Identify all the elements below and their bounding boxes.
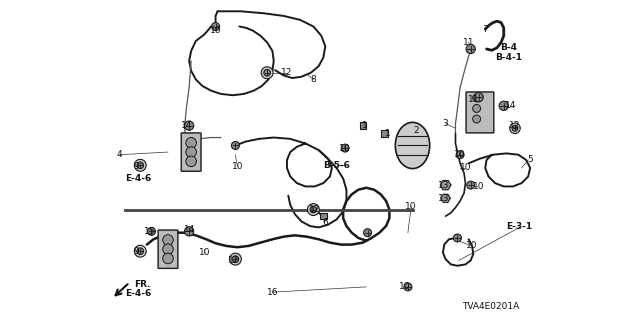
Circle shape (473, 115, 481, 123)
Circle shape (404, 283, 412, 291)
Text: 1: 1 (362, 121, 368, 130)
Text: 7: 7 (483, 25, 488, 34)
Text: 10: 10 (232, 162, 243, 171)
Text: 9: 9 (133, 162, 139, 171)
Circle shape (137, 248, 143, 254)
Text: 1: 1 (385, 129, 391, 138)
Circle shape (310, 206, 317, 213)
Text: 11: 11 (468, 95, 480, 104)
Circle shape (186, 147, 196, 157)
Text: 8: 8 (310, 75, 316, 84)
Circle shape (212, 22, 220, 30)
Text: 10: 10 (473, 182, 484, 191)
Text: 14: 14 (181, 121, 192, 130)
Text: 10: 10 (399, 282, 410, 292)
Text: E-4-6: E-4-6 (125, 289, 152, 298)
Bar (360, 122, 366, 129)
Text: 13: 13 (438, 194, 449, 203)
Text: E-3-1: E-3-1 (506, 221, 532, 231)
Text: 12: 12 (228, 256, 240, 265)
Text: 13: 13 (438, 180, 449, 190)
Text: 14: 14 (505, 101, 516, 110)
Text: B-4-1: B-4-1 (495, 53, 522, 62)
Text: 10: 10 (460, 164, 471, 172)
Text: 11: 11 (463, 38, 474, 47)
Circle shape (232, 256, 239, 262)
Text: 9: 9 (133, 247, 139, 256)
Circle shape (184, 121, 194, 130)
Text: 10: 10 (467, 241, 477, 251)
Circle shape (261, 67, 273, 79)
Circle shape (163, 244, 173, 254)
Text: 10: 10 (454, 150, 466, 159)
Text: FR.: FR. (134, 280, 150, 289)
Circle shape (186, 138, 196, 148)
Ellipse shape (396, 122, 429, 169)
FancyBboxPatch shape (158, 230, 178, 268)
Circle shape (134, 245, 146, 257)
Circle shape (466, 44, 476, 53)
Text: 16: 16 (267, 288, 278, 297)
Text: E-4-6: E-4-6 (125, 174, 152, 183)
Text: 3: 3 (443, 119, 449, 128)
Text: 10: 10 (210, 26, 221, 35)
Circle shape (474, 92, 483, 102)
Circle shape (134, 159, 146, 171)
Circle shape (454, 234, 461, 242)
Text: 12: 12 (509, 121, 521, 130)
Circle shape (184, 227, 194, 236)
Circle shape (512, 125, 518, 131)
Text: B-5-6: B-5-6 (323, 161, 350, 170)
Polygon shape (441, 194, 450, 202)
Text: 15: 15 (144, 227, 156, 236)
Circle shape (473, 105, 481, 112)
Text: 12: 12 (309, 205, 321, 214)
Text: 2: 2 (413, 126, 419, 135)
Circle shape (341, 144, 349, 152)
Circle shape (456, 151, 464, 159)
Bar (320, 213, 326, 220)
Text: 10: 10 (339, 144, 351, 153)
Text: B-4: B-4 (500, 43, 517, 52)
Circle shape (364, 229, 372, 237)
Text: 12: 12 (281, 68, 292, 77)
FancyBboxPatch shape (466, 92, 494, 133)
Polygon shape (440, 180, 451, 190)
Circle shape (473, 94, 481, 102)
Bar (381, 130, 388, 137)
FancyBboxPatch shape (181, 133, 201, 171)
Circle shape (264, 69, 271, 76)
Text: 5: 5 (527, 156, 533, 164)
Circle shape (467, 181, 475, 189)
Circle shape (137, 162, 143, 169)
Circle shape (509, 123, 520, 133)
Circle shape (186, 156, 196, 167)
Circle shape (232, 141, 239, 149)
Text: 6: 6 (323, 218, 328, 227)
Circle shape (163, 253, 173, 264)
Text: 10: 10 (198, 248, 210, 257)
Circle shape (499, 101, 508, 110)
Circle shape (163, 235, 173, 245)
Text: 10: 10 (406, 202, 417, 211)
Circle shape (307, 204, 319, 215)
Text: TVA4E0201A: TVA4E0201A (462, 302, 519, 311)
Text: 4: 4 (117, 150, 123, 159)
Circle shape (147, 228, 156, 235)
Circle shape (230, 253, 241, 265)
Text: 14: 14 (184, 225, 195, 234)
